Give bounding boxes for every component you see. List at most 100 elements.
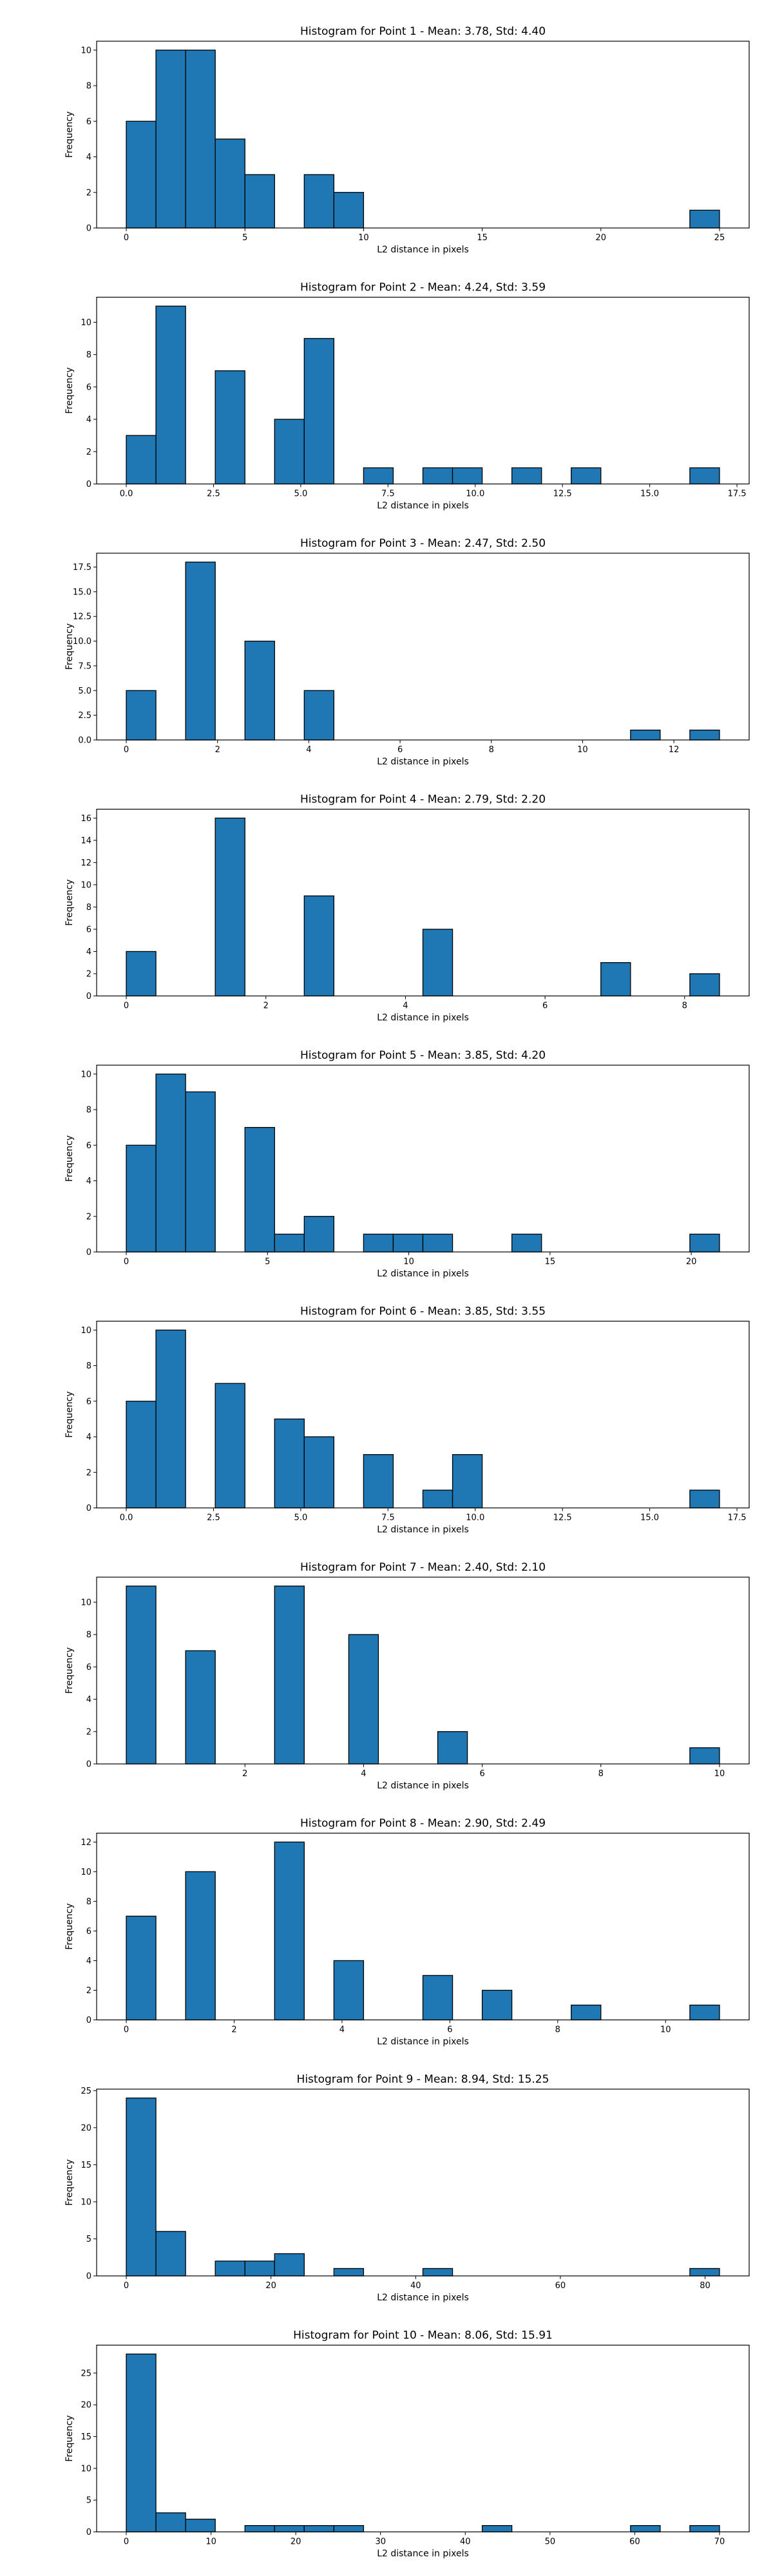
x-tick-label: 15.0 xyxy=(640,489,659,499)
plot-frame xyxy=(96,2344,750,2533)
histogram-bar xyxy=(155,305,186,485)
y-tick-label: 0 xyxy=(86,1760,91,1770)
y-axis-label: Frequency xyxy=(64,2159,75,2206)
histogram-bar xyxy=(689,1747,720,1765)
histogram-bar xyxy=(303,174,335,229)
y-tick-label: 0 xyxy=(86,1504,91,1513)
plot-frame xyxy=(96,553,750,741)
histogram-bar xyxy=(452,1454,483,1509)
x-tick-label: 4 xyxy=(339,2025,345,2035)
y-axis-label: Frequency xyxy=(64,111,75,158)
y-tick-label: 8 xyxy=(86,1361,91,1371)
x-tick-label: 15 xyxy=(545,1257,556,1267)
histogram-bar xyxy=(689,467,720,485)
histogram-panel-5: Histogram for Point 5 - Mean: 3.85, Std:… xyxy=(64,1049,750,1279)
y-axis-label: Frequency xyxy=(64,879,75,925)
y-tick-label: 10 xyxy=(81,318,91,328)
y-tick-label: 10 xyxy=(81,46,91,55)
x-tick-label: 0 xyxy=(124,745,129,755)
y-tick-label: 15 xyxy=(81,2161,91,2170)
y-tick-label: 12.5 xyxy=(73,612,91,622)
histogram-panel-3: Histogram for Point 3 - Mean: 2.47, Std:… xyxy=(64,537,750,767)
y-tick-label: 2 xyxy=(86,969,91,979)
histogram-bar xyxy=(126,1915,157,2021)
y-tick-label: 10.0 xyxy=(73,637,91,647)
x-tick-label: 12 xyxy=(669,745,680,755)
y-tick-label: 8 xyxy=(86,1897,91,1907)
x-tick-label: 10 xyxy=(358,233,369,243)
y-tick-label: 10 xyxy=(81,1868,91,1877)
x-tick-label: 40 xyxy=(410,2281,421,2291)
y-tick-label: 15 xyxy=(81,2432,91,2442)
y-tick-label: 7.5 xyxy=(78,661,91,671)
plot-frame xyxy=(96,1832,750,2021)
x-tick-label: 8 xyxy=(598,1769,604,1779)
histogram-panel-1: Histogram for Point 1 - Mean: 3.78, Std:… xyxy=(64,25,750,255)
histogram-bar xyxy=(155,2512,186,2533)
y-axis-label: Frequency xyxy=(64,623,75,670)
histogram-bar xyxy=(422,929,453,997)
x-axis-label: L2 distance in pixels xyxy=(377,1269,469,1279)
x-tick-label: 5 xyxy=(242,233,247,243)
histogram-bar xyxy=(363,467,394,485)
histogram-bar xyxy=(155,1074,186,1253)
x-tick-label: 7.5 xyxy=(381,489,395,499)
histogram-bar xyxy=(185,50,216,229)
histogram-bar xyxy=(185,1091,216,1253)
y-tick-label: 6 xyxy=(86,1397,91,1406)
x-tick-label: 2 xyxy=(215,745,220,755)
y-axis-label: Frequency xyxy=(64,1135,75,1182)
y-tick-label: 8 xyxy=(86,1631,91,1640)
plot-frame xyxy=(96,1577,750,1765)
plot-frame xyxy=(96,41,750,229)
plot-frame xyxy=(96,296,750,485)
x-tick-label: 0 xyxy=(124,1001,129,1011)
y-tick-label: 10 xyxy=(81,1070,91,1079)
histogram-bar xyxy=(274,2253,305,2277)
histogram-panel-2: Histogram for Point 2 - Mean: 4.24, Std:… xyxy=(64,281,750,511)
y-tick-label: 0 xyxy=(86,480,91,489)
plot-frame xyxy=(96,2088,750,2277)
x-tick-label: 20 xyxy=(291,2537,301,2547)
histogram-bar xyxy=(244,640,275,741)
histogram-bar xyxy=(126,1144,157,1253)
histogram-bar xyxy=(363,1454,394,1509)
y-axis-label: Frequency xyxy=(64,2415,75,2461)
x-tick-label: 4 xyxy=(403,1001,408,1011)
x-tick-label: 17.5 xyxy=(728,489,747,499)
histogram-bar xyxy=(422,2268,453,2277)
x-tick-label: 10 xyxy=(577,745,588,755)
chart-title: Histogram for Point 2 - Mean: 4.24, Std:… xyxy=(300,281,546,294)
x-axis-label: L2 distance in pixels xyxy=(377,501,469,511)
histogram-bar xyxy=(481,1989,513,2021)
histogram-bar xyxy=(274,1841,305,2021)
y-tick-label: 4 xyxy=(86,1956,91,1966)
plot-frame xyxy=(96,1065,750,1253)
x-tick-label: 10 xyxy=(714,1769,725,1779)
histogram-bar xyxy=(274,419,305,485)
y-axis-label: Frequency xyxy=(64,1647,75,1694)
chart-title: Histogram for Point 10 - Mean: 8.06, Std… xyxy=(293,2329,553,2342)
y-tick-label: 0 xyxy=(86,2528,91,2537)
y-tick-label: 10 xyxy=(81,880,91,890)
x-tick-label: 2 xyxy=(242,1769,247,1779)
y-tick-label: 8 xyxy=(86,350,91,360)
histogram-panel-7: Histogram for Point 7 - Mean: 2.40, Std:… xyxy=(64,1561,750,1791)
histogram-bar xyxy=(511,467,542,485)
y-axis-label: Frequency xyxy=(64,1903,75,1949)
histogram-bar xyxy=(126,120,157,229)
x-tick-label: 4 xyxy=(361,1769,366,1779)
y-tick-label: 25 xyxy=(81,2087,91,2096)
chart-title: Histogram for Point 8 - Mean: 2.90, Std:… xyxy=(300,1817,546,1830)
histogram-bar xyxy=(333,2268,365,2277)
y-tick-label: 0 xyxy=(86,224,91,234)
histogram-bar xyxy=(303,895,335,997)
histogram-bar xyxy=(274,2524,305,2533)
x-tick-label: 30 xyxy=(375,2537,386,2547)
x-tick-label: 0 xyxy=(124,2281,129,2291)
x-tick-label: 6 xyxy=(479,1769,484,1779)
chart-title: Histogram for Point 1 - Mean: 3.78, Std:… xyxy=(300,25,546,38)
x-tick-label: 80 xyxy=(700,2281,711,2291)
histogram-bar xyxy=(689,2004,720,2021)
histogram-bar xyxy=(392,1233,424,1253)
